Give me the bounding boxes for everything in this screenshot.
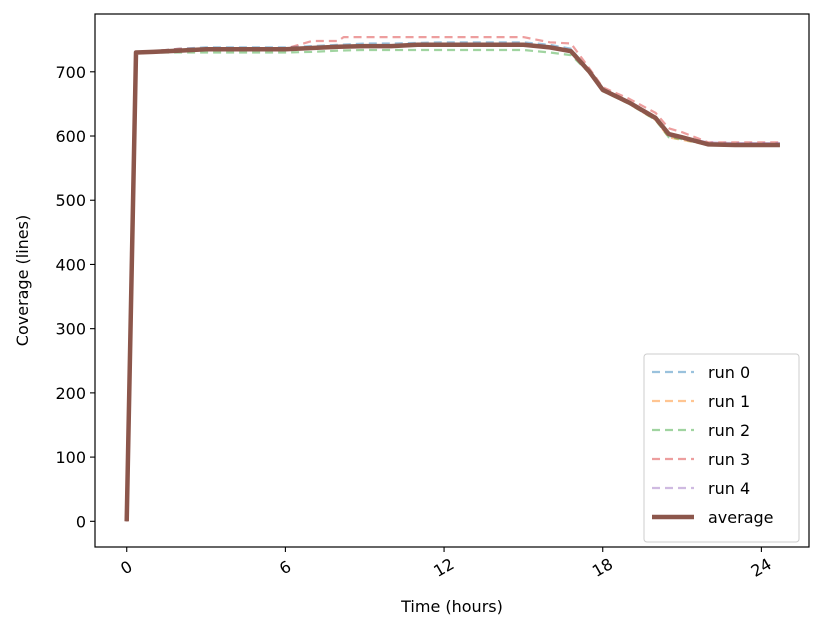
y-tick-label: 100 xyxy=(55,448,86,467)
y-tick-label: 600 xyxy=(55,127,86,146)
series-layer xyxy=(124,35,780,522)
y-tick-label: 400 xyxy=(55,255,86,274)
series-line-run-1 xyxy=(125,43,780,522)
series-line-average xyxy=(124,42,780,522)
x-tick-label: 0 xyxy=(117,557,135,579)
x-tick-label: 6 xyxy=(276,557,294,579)
x-tick-label: 12 xyxy=(430,554,457,581)
y-tick-label: 500 xyxy=(55,191,86,210)
y-tick-label: 0 xyxy=(76,512,86,531)
y-axis-label: Coverage (lines) xyxy=(13,215,32,346)
legend-label: run 2 xyxy=(708,421,750,440)
legend-label: run 1 xyxy=(708,392,750,411)
y-tick-label: 700 xyxy=(55,63,86,82)
y-tick-label: 300 xyxy=(55,320,86,339)
legend-label: run 4 xyxy=(708,479,750,498)
legend-label: run 3 xyxy=(708,450,750,469)
legend-label: run 0 xyxy=(708,363,750,382)
x-tick-label: 24 xyxy=(748,554,775,581)
legend-label: average xyxy=(708,508,774,527)
legend: run 0 run 1 run 2 run 3 run 4 average xyxy=(643,353,800,543)
x-tick-label: 18 xyxy=(589,554,616,581)
x-axis-label: Time (hours) xyxy=(400,597,503,616)
plot-area-frame xyxy=(94,13,810,548)
legend-box xyxy=(643,353,800,543)
y-tick-label: 200 xyxy=(55,384,86,403)
